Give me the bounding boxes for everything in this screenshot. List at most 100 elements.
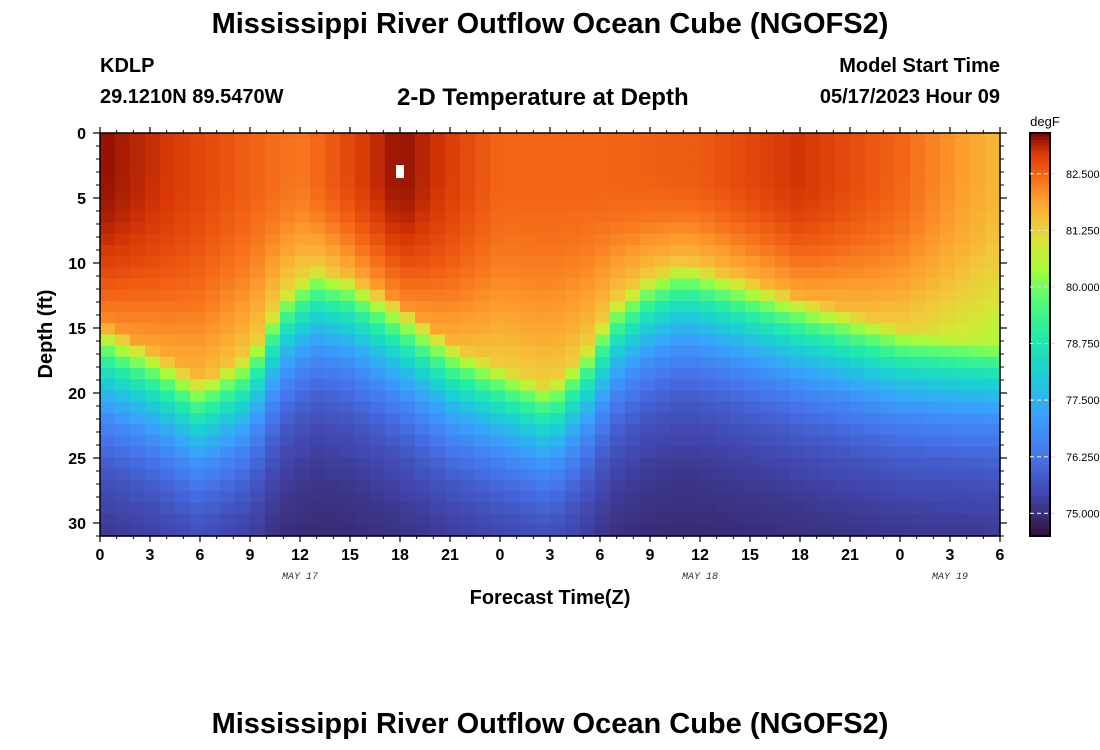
heatmap-cell (715, 211, 731, 224)
heatmap-cell (175, 222, 191, 235)
heatmap-cell (490, 267, 506, 280)
heatmap-cell (595, 256, 611, 268)
heatmap-cell (385, 480, 401, 492)
heatmap-cell (565, 345, 581, 358)
heatmap-cell (760, 133, 776, 145)
heatmap-cell (955, 480, 971, 492)
heatmap-cell (595, 144, 611, 156)
heatmap-cell (475, 334, 491, 347)
heatmap-cell (490, 345, 506, 358)
heatmap-cell (640, 368, 656, 380)
heatmap-cell (160, 424, 176, 436)
heatmap-cell (175, 379, 191, 392)
heatmap-cell (940, 345, 956, 358)
heatmap-cell (835, 457, 851, 470)
heatmap-cell (730, 457, 746, 470)
heatmap-cell (235, 480, 251, 492)
heatmap-cell (955, 468, 971, 481)
heatmap-cell (715, 446, 731, 459)
heatmap-cell (130, 144, 146, 156)
heatmap-cell (700, 457, 716, 470)
colorbar-segment (1030, 263, 1050, 268)
heatmap-cell (550, 412, 566, 425)
heatmap-cell (655, 513, 671, 526)
heatmap-cell (985, 244, 1001, 257)
heatmap-cell (430, 457, 446, 470)
heatmap-cell (835, 480, 851, 492)
heatmap-cell (640, 446, 656, 459)
heatmap-cell (865, 244, 881, 257)
heatmap-cell (865, 513, 881, 526)
heatmap-cell (625, 412, 641, 425)
heatmap-cell (340, 177, 356, 190)
colorbar-segment (1030, 415, 1050, 420)
heatmap-cell (535, 166, 551, 179)
heatmap-cell (970, 256, 986, 268)
heatmap-cell (535, 424, 551, 436)
colorbar-segment (1030, 337, 1050, 342)
heatmap-cell (160, 457, 176, 470)
heatmap-cell (415, 133, 431, 145)
heatmap-cell (880, 177, 896, 190)
heatmap-cell (760, 188, 776, 201)
heatmap-cell (190, 345, 206, 358)
heatmap-cell (115, 368, 131, 380)
heatmap-cell (760, 177, 776, 190)
heatmap-cell (370, 300, 386, 313)
heatmap-cell (280, 289, 296, 302)
heatmap-cell (805, 323, 821, 336)
heatmap-cell (790, 278, 806, 291)
heatmap-cell (835, 233, 851, 246)
heatmap-cell (805, 356, 821, 369)
heatmap-cell (370, 368, 386, 380)
heatmap-cell (265, 368, 281, 380)
heatmap-cell (760, 334, 776, 347)
heatmap-cell (850, 312, 866, 324)
heatmap-cell (580, 222, 596, 235)
heatmap-cell (535, 334, 551, 347)
heatmap-cell (805, 312, 821, 324)
heatmap-cell (460, 289, 476, 302)
heatmap-cell (940, 144, 956, 156)
heatmap-cell (370, 200, 386, 212)
heatmap-cell (835, 289, 851, 302)
heatmap-cell (100, 233, 116, 246)
heatmap-cell (610, 289, 626, 302)
heatmap-cell (625, 491, 641, 504)
heatmap-cell (880, 356, 896, 369)
heatmap-cell (715, 356, 731, 369)
heatmap-cell (745, 401, 761, 414)
colorbar-segment (1030, 287, 1050, 292)
heatmap-cell (685, 211, 701, 224)
heatmap-cell (835, 390, 851, 403)
heatmap-cell (235, 200, 251, 212)
heatmap-cell (310, 233, 326, 246)
heatmap-cell (175, 300, 191, 313)
heatmap-cell (205, 289, 221, 302)
heatmap-cell (400, 211, 416, 224)
heatmap-cell (475, 368, 491, 380)
heatmap-cell (565, 312, 581, 324)
heatmap-cell (715, 200, 731, 212)
heatmap-cell (205, 155, 221, 168)
heatmap-cell (160, 144, 176, 156)
heatmap-cell (385, 267, 401, 280)
heatmap-cell (190, 200, 206, 212)
heatmap-cell (145, 312, 161, 324)
heatmap-cell (730, 312, 746, 324)
heatmap-cell (970, 457, 986, 470)
heatmap-cell (730, 211, 746, 224)
heatmap-cell (250, 379, 266, 392)
heatmap-cell (685, 446, 701, 459)
heatmap-cell (565, 334, 581, 347)
heatmap-cell (295, 412, 311, 425)
heatmap-cell (310, 491, 326, 504)
heatmap-cell (235, 356, 251, 369)
heatmap-cell (490, 222, 506, 235)
heatmap-cell (145, 502, 161, 515)
heatmap-cell (535, 312, 551, 324)
heatmap-cell (730, 379, 746, 392)
heatmap-cell (880, 502, 896, 515)
heatmap-cell (925, 244, 941, 257)
heatmap-cell (670, 435, 686, 448)
